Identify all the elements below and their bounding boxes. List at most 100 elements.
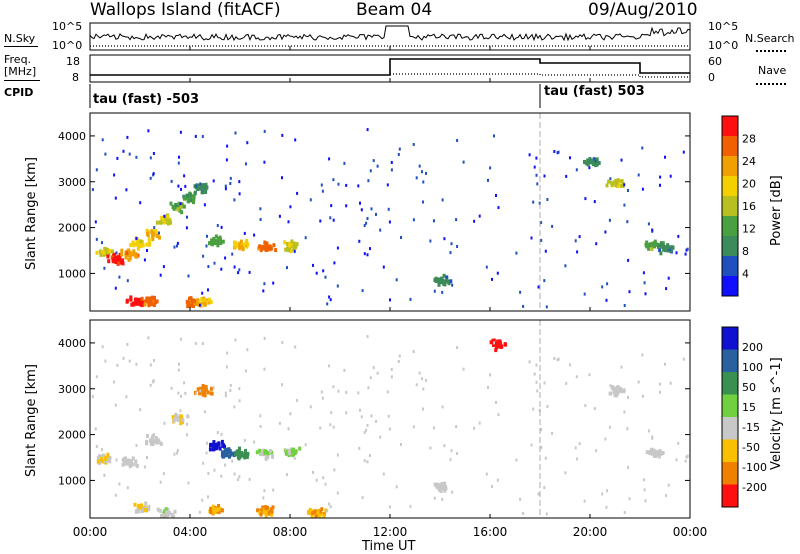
power-cell [115, 251, 118, 255]
power-cell [130, 302, 134, 307]
velocity-cell [114, 403, 117, 407]
power-cell [145, 242, 149, 247]
velocity-cell [222, 454, 226, 459]
velocity-cell [367, 386, 370, 390]
velocity-cell [439, 489, 443, 493]
velocity-cell [608, 425, 611, 429]
velocity-cell [244, 449, 247, 453]
power-cell [170, 179, 173, 183]
velocity-cell [209, 443, 212, 448]
velocity-cell [231, 451, 235, 456]
power-cell [543, 279, 546, 283]
velocity-cell [181, 418, 185, 423]
power-cell [213, 261, 216, 265]
power-cell [584, 197, 587, 201]
power-cell [400, 236, 402, 239]
velocity-cell [387, 414, 390, 418]
power-cell [565, 174, 568, 178]
velocity-cell [623, 390, 626, 394]
nave-tick-top: 60 [708, 55, 722, 68]
velocity-cell [213, 468, 216, 472]
power-cell [359, 201, 361, 205]
power-cell [543, 174, 546, 178]
power-ylabel: Slant Range [km] [24, 157, 39, 270]
power-cell [546, 198, 549, 201]
power-cell [366, 217, 369, 220]
velocity-cell [159, 441, 163, 446]
power-cell [685, 248, 688, 252]
velocity-cell [628, 497, 631, 501]
power-cell [141, 243, 145, 248]
power-cell [326, 302, 329, 306]
power-cell [119, 260, 123, 265]
velocity-cell [658, 449, 662, 454]
power-cell [166, 214, 170, 219]
power-cell [239, 239, 243, 244]
velocity-cell [313, 509, 317, 514]
power-cell [197, 300, 201, 305]
nsky-tick-bottom: 10^0 [52, 39, 82, 52]
power-cell [221, 239, 225, 244]
colorbar-swatch [722, 136, 738, 156]
power-cell [441, 290, 444, 294]
velocity-cell [533, 372, 536, 376]
velocity-cell [684, 459, 687, 463]
power-cell [234, 131, 237, 135]
power-cell [238, 180, 241, 184]
power-cell [209, 300, 213, 304]
velocity-cell [337, 389, 340, 393]
power-cell [606, 282, 609, 286]
velocity-cell [126, 459, 130, 464]
velocity-cell [135, 362, 138, 366]
velocity-cell [433, 426, 435, 430]
power-cell [387, 207, 390, 211]
velocity-cell [289, 412, 292, 416]
velocity-cell [243, 455, 247, 460]
velocity-cell [253, 440, 256, 444]
power-colorbar-label: Power [dB] [769, 175, 784, 246]
velocity-cell [322, 476, 325, 480]
power-cell [592, 157, 596, 162]
velocity-cell [201, 386, 205, 391]
power-cell [192, 200, 195, 205]
power-cell [650, 242, 654, 247]
power-cell [659, 251, 663, 256]
power-cell [103, 266, 106, 270]
velocity-cell [358, 446, 361, 450]
velocity-cell [620, 365, 623, 369]
velocity-cell [450, 449, 453, 453]
power-cell [604, 230, 607, 234]
power-cell [654, 242, 658, 246]
power-cell [641, 146, 644, 150]
power-cell [366, 253, 369, 257]
colorbar-tick-label: -50 [742, 441, 760, 454]
power-cell [576, 250, 579, 254]
power-cell [651, 228, 654, 232]
power-cell [216, 243, 220, 248]
x-tick-label: 12:00 [373, 525, 408, 539]
velocity-cell [210, 386, 213, 391]
velocity-cell [425, 378, 427, 382]
velocity-cell [144, 508, 148, 512]
velocity-cell [375, 419, 377, 423]
velocity-cell [366, 424, 369, 427]
power-cell [375, 212, 377, 216]
velocity-cell [326, 509, 329, 513]
power-cell [412, 218, 415, 222]
velocity-cell [287, 449, 291, 454]
velocity-cell [108, 459, 112, 464]
velocity-cell [643, 488, 646, 492]
power-cell [645, 244, 649, 249]
power-cell [553, 150, 556, 153]
power-cell [147, 303, 151, 308]
velocity-cell [195, 391, 198, 395]
power-cell [132, 243, 136, 248]
power-cell [645, 240, 649, 245]
velocity-cell [204, 385, 208, 389]
velocity-cell [149, 363, 152, 367]
velocity-cell [149, 441, 153, 446]
power-cell [437, 279, 441, 284]
velocity-cell [225, 365, 228, 369]
velocity-cell [434, 482, 438, 487]
x-tick-label: 16:00 [473, 525, 508, 539]
